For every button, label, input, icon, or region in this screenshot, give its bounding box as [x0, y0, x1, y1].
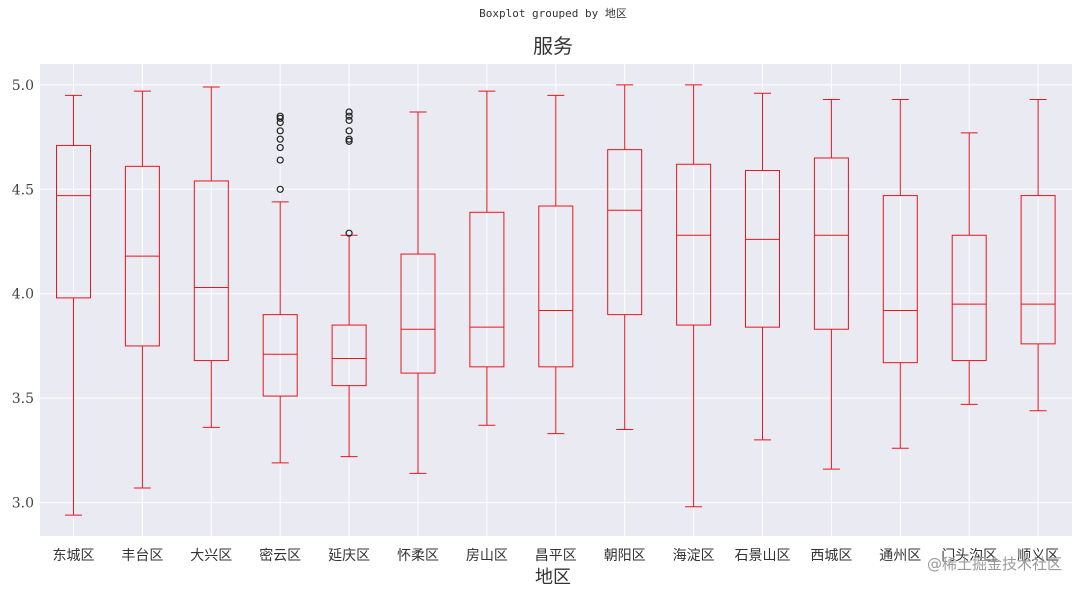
iqr-box	[56, 144, 91, 299]
iqr-box	[813, 157, 849, 330]
iqr-box	[745, 170, 780, 328]
x-tick-label: 门头沟区	[941, 548, 997, 564]
iqr-box	[538, 205, 574, 368]
y-tick-label: 3.0	[12, 496, 34, 512]
outlier-point	[276, 112, 284, 120]
outlier-point	[276, 135, 284, 143]
iqr-box	[607, 149, 643, 316]
watermark: @稀土掘金技术社区	[927, 555, 1062, 573]
box-item	[951, 132, 987, 405]
box-item	[882, 99, 918, 449]
outlier-point	[345, 127, 353, 135]
x-tick-label: 丰台区	[121, 548, 163, 564]
box-item	[331, 108, 367, 458]
iqr-box	[1020, 195, 1056, 345]
y-tick-label: 4.5	[12, 182, 34, 198]
outlier-point	[276, 114, 284, 122]
outlier-point	[276, 185, 284, 193]
x-tick-label: 昌平区	[535, 548, 577, 564]
y-tick-label: 3.5	[12, 391, 34, 407]
x-tick-label: 房山区	[466, 548, 508, 564]
iqr-box	[331, 324, 367, 387]
y-tick-label: 4.0	[12, 287, 34, 303]
x-tick-label: 石景山区	[735, 548, 791, 564]
y-tick-labels: 3.0 3.5 4.0 4.5 5.0	[12, 78, 34, 512]
x-tick-label: 朝阳区	[604, 548, 646, 564]
x-tick-label: 密云区	[259, 547, 301, 564]
x-tick-label: 东城区	[53, 548, 95, 564]
x-tick-label: 怀柔区	[397, 548, 439, 564]
iqr-box	[400, 253, 436, 374]
box-series	[56, 84, 1056, 516]
iqr-box	[676, 163, 712, 326]
outlier-point	[345, 112, 353, 120]
outlier-point	[345, 108, 353, 116]
outlier-point	[345, 135, 353, 143]
box-item	[745, 92, 780, 441]
iqr-box	[469, 211, 505, 368]
figure-suptitle: Boxplot grouped by 地区	[479, 7, 627, 20]
box-item	[813, 99, 849, 470]
x-tick-label: 西城区	[810, 548, 852, 564]
x-tick-label: 通州区	[879, 548, 921, 564]
x-tick-labels: 东城区 丰台区 大兴区 密云区 延庆区 怀柔区 房山区 昌平区 朝阳区 海淀区 石景山区 西城区 通州区…	[53, 547, 1060, 564]
box-item	[400, 111, 436, 474]
box-item	[124, 90, 160, 489]
box-item	[56, 94, 91, 516]
outlier-point	[345, 229, 353, 237]
box-item	[193, 86, 229, 428]
y-tick-label: 5.0	[12, 78, 34, 94]
iqr-box	[882, 195, 918, 364]
iqr-box	[951, 234, 987, 362]
outlier-point	[276, 127, 284, 135]
box-item	[538, 94, 574, 435]
chart-title: 服务	[533, 34, 573, 58]
x-tick-label: 顺义区	[1017, 548, 1059, 564]
iqr-box	[262, 314, 298, 397]
x-axis-label: 地区	[535, 567, 571, 588]
x-tick-label: 延庆区	[328, 548, 370, 564]
box-item	[676, 84, 712, 508]
box-item	[607, 84, 643, 430]
outlier-point	[345, 137, 353, 145]
x-tick-label: 海淀区	[673, 548, 715, 564]
x-tick-label: 大兴区	[190, 548, 232, 564]
outlier-point	[276, 156, 284, 164]
iqr-box	[193, 180, 229, 362]
box-item	[469, 90, 505, 426]
outlier-point	[276, 143, 284, 152]
outlier-point	[345, 116, 353, 124]
box-item	[262, 112, 298, 464]
box-item	[1020, 99, 1056, 412]
